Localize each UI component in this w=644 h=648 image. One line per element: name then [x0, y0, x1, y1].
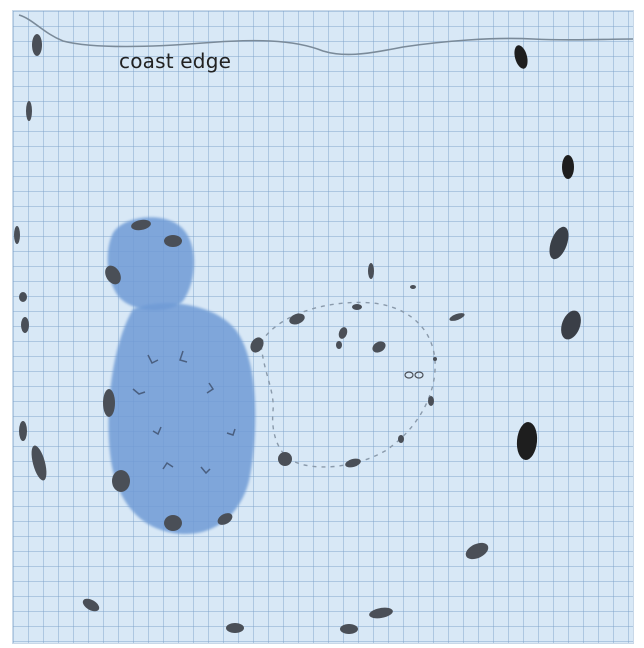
post-hole	[112, 470, 130, 492]
post-hole	[26, 101, 32, 121]
post-hole	[164, 235, 182, 247]
post-hole	[414, 371, 424, 379]
post-hole	[561, 310, 581, 340]
coast-edge-label: coast edge	[119, 49, 232, 73]
post-holes-left-edge	[14, 34, 100, 612]
post-hole	[19, 421, 27, 441]
post-hole	[514, 45, 528, 69]
post-hole	[338, 327, 348, 339]
post-hole	[336, 341, 342, 349]
post-hole	[250, 337, 264, 353]
post-hole	[549, 226, 569, 260]
blue-feature	[107, 217, 256, 535]
post-hole	[404, 371, 414, 379]
post-hole	[226, 623, 244, 633]
post-hole	[164, 515, 182, 531]
post-hole	[131, 219, 151, 231]
post-hole	[449, 313, 465, 321]
post-hole	[516, 422, 538, 460]
post-holes-feature	[103, 219, 233, 531]
coast-edge-line	[18, 14, 633, 56]
post-hole	[428, 396, 434, 406]
feature-head	[107, 217, 194, 311]
post-hole	[32, 34, 42, 56]
site-plan-drawing	[14, 14, 633, 634]
post-holes-structure	[250, 263, 465, 468]
post-hole	[562, 155, 574, 179]
post-hole	[372, 341, 386, 353]
post-hole	[398, 435, 404, 443]
post-hole	[31, 445, 47, 481]
post-hole	[82, 598, 100, 612]
post-hole	[410, 285, 416, 289]
post-hole	[105, 265, 121, 285]
stake-marks	[132, 350, 236, 475]
post-hole	[345, 458, 361, 468]
post-holes-right-edge	[226, 45, 581, 634]
post-hole	[278, 452, 292, 466]
post-hole	[217, 513, 233, 525]
post-hole	[19, 292, 27, 302]
dashed-structure-outline	[260, 301, 436, 468]
feature-body	[108, 303, 256, 535]
post-hole	[369, 607, 393, 619]
post-hole	[433, 357, 437, 361]
post-hole	[352, 304, 362, 310]
post-hole	[103, 389, 115, 417]
post-hole	[340, 624, 358, 634]
post-hole	[21, 317, 29, 333]
graph-paper-sheet: coast edge	[12, 10, 634, 644]
post-hole	[368, 263, 374, 279]
post-hole	[14, 226, 20, 244]
post-hole	[289, 313, 305, 325]
post-hole	[465, 542, 489, 560]
